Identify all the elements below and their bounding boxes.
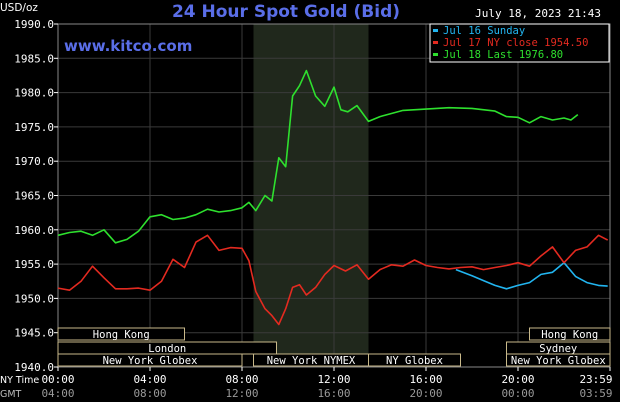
x-tick-label-gmt: 08:00 bbox=[133, 387, 166, 400]
y-tick-label: 1960.0 bbox=[14, 224, 54, 237]
x-tick-label-ny: 08:00 bbox=[225, 373, 258, 386]
session-label: Hong Kong bbox=[541, 329, 598, 341]
y-axis: 1940.0 1945.0 1950.0 1955.0 1960.0 1965.0 1970… bbox=[14, 18, 58, 374]
x-tick-label-gmt: 20:00 bbox=[409, 387, 442, 400]
session-label: London bbox=[148, 343, 186, 355]
y-tick-label: 1980.0 bbox=[14, 87, 54, 100]
series-line bbox=[57, 69, 579, 244]
legend-swatch bbox=[433, 53, 438, 56]
session-bar bbox=[57, 353, 243, 367]
price-lines bbox=[57, 69, 609, 326]
y-tick-label: 1985.0 bbox=[14, 52, 54, 65]
x-tick-label-ny: 12:00 bbox=[317, 373, 350, 386]
y-tick-label: 1950.0 bbox=[14, 292, 54, 305]
session-label: New York Globex bbox=[511, 355, 606, 367]
timestamp: July 18, 2023 21:43 bbox=[475, 7, 601, 20]
y-tick-label: 1975.0 bbox=[14, 121, 54, 134]
session-bar bbox=[529, 327, 611, 341]
session-label: New York NYMEX bbox=[267, 355, 356, 367]
legend-swatch bbox=[433, 29, 438, 32]
session-label: New York Globex bbox=[103, 355, 198, 367]
gmt-label: GMT bbox=[0, 389, 22, 400]
x-tick-label-ny: 23:59 bbox=[579, 373, 612, 386]
x-tick-label-ny: 16:00 bbox=[409, 373, 442, 386]
legend-box bbox=[429, 23, 610, 63]
x-tick-label-gmt: 03:59 bbox=[579, 387, 612, 400]
session-bar bbox=[506, 353, 611, 367]
legend-swatch bbox=[433, 41, 438, 44]
session-label: Hong Kong bbox=[93, 329, 150, 341]
y-tick-label: 1990.0 bbox=[14, 18, 54, 31]
session-bar bbox=[368, 353, 461, 367]
x-tick-label-gmt: 04:00 bbox=[41, 387, 74, 400]
session-label: NY Globex bbox=[386, 355, 443, 367]
y-tick-label: 1940.0 bbox=[14, 361, 54, 374]
x-tick-label-gmt: 00:00 bbox=[501, 387, 534, 400]
x-tick-label-gmt: 12:00 bbox=[225, 387, 258, 400]
legend-entry: Jul 17 NY close 1954.50 bbox=[443, 37, 588, 49]
x-tick-label-ny: 20:00 bbox=[501, 373, 534, 386]
chart-title: 24 Hour Spot Gold (Bid) bbox=[172, 2, 400, 22]
time-axes: NY TimeGMT00:0004:0004:0008:0008:0012:00… bbox=[0, 367, 613, 400]
x-tick-label-ny: 04:00 bbox=[133, 373, 166, 386]
session-bar bbox=[57, 327, 185, 341]
legend-entry: Jul 18 Last 1976.80 bbox=[443, 49, 563, 61]
unit-label: USD/oz bbox=[0, 2, 38, 14]
x-tick-label-ny: 00:00 bbox=[41, 373, 74, 386]
y-tick-label: 1965.0 bbox=[14, 190, 54, 203]
session-label: Sydney bbox=[539, 343, 577, 355]
x-tick-label-gmt: 16:00 bbox=[317, 387, 350, 400]
series-line bbox=[57, 234, 609, 326]
website-link[interactable]: www.kitco.com bbox=[64, 37, 192, 55]
y-tick-label: 1970.0 bbox=[14, 155, 54, 168]
series-line bbox=[455, 261, 608, 290]
legend-entry: Jul 16 Sunday bbox=[443, 25, 525, 37]
y-tick-label: 1945.0 bbox=[14, 327, 54, 340]
y-tick-label: 1955.0 bbox=[14, 258, 54, 271]
ny-time-label: NY Time bbox=[0, 375, 39, 386]
